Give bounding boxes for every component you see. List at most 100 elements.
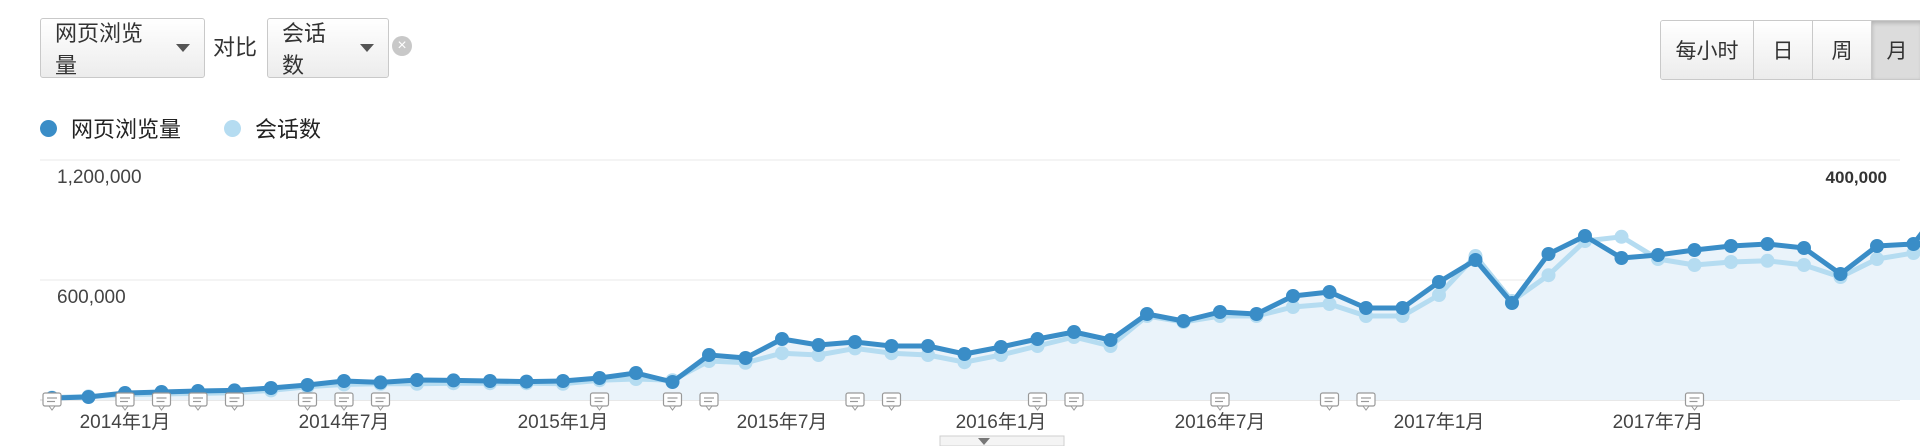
x-axis-tick-label: 2016年1月 [956,411,1047,433]
granularity-week-button[interactable]: 周 [1813,21,1872,79]
pageviews-point[interactable] [1322,285,1337,299]
pageviews-point[interactable] [1760,237,1775,251]
pageviews-point[interactable] [629,366,643,380]
annotation-icon[interactable] [845,392,865,411]
pageviews-point[interactable] [373,375,388,390]
compare-select[interactable]: 会话数 [267,18,389,78]
pageviews-point[interactable] [483,374,497,388]
pageviews-point[interactable] [1176,314,1191,328]
granularity-month-button[interactable]: 月 [1872,21,1920,79]
sessions-point[interactable] [1286,300,1300,314]
annotation-icon[interactable] [1027,392,1048,411]
annotation-icon[interactable] [699,392,719,411]
pageviews-point[interactable] [1359,301,1373,315]
annotation-icon[interactable] [370,392,391,411]
legend-label: 会话数 [255,117,322,142]
annotation-icon[interactable] [1319,392,1340,411]
sessions-point[interactable] [811,348,826,362]
pageviews-point[interactable] [1432,275,1446,289]
pageviews-point[interactable] [519,374,534,389]
annotation-icon[interactable] [151,392,172,411]
pageviews-point[interactable] [1870,239,1884,253]
annotation-icon[interactable] [1684,392,1705,411]
pageviews-point[interactable] [1103,333,1118,347]
pageviews-point[interactable] [1724,239,1738,253]
annotation-icon[interactable] [42,392,62,411]
granularity-day-button[interactable]: 日 [1754,21,1813,79]
sessions-point[interactable] [775,346,789,361]
sessions-point[interactable] [1614,229,1629,244]
annotation-icon[interactable] [334,392,354,411]
x-axis-tick-label: 2017年1月 [1394,411,1485,433]
annotation-icon[interactable] [297,392,318,411]
sessions-point[interactable] [1322,297,1337,311]
sessions-point[interactable] [1724,255,1738,269]
pageviews-point[interactable] [884,339,899,353]
annotation-icon[interactable] [1210,392,1230,411]
sessions-point[interactable] [1541,268,1556,283]
pageviews-point[interactable] [1067,325,1081,339]
pageviews-point[interactable] [1395,301,1410,315]
scroll-handle[interactable] [939,435,1065,446]
pageviews-point[interactable] [775,332,789,346]
legend-dot [40,119,57,137]
annotation-icon[interactable] [115,392,135,411]
pageviews-point[interactable] [264,381,278,395]
pageviews-point[interactable] [957,347,972,361]
pageviews-point[interactable] [300,378,315,392]
pageviews-point[interactable] [921,339,935,353]
sessions-point[interactable] [1687,258,1702,272]
legend-item-pageviews[interactable]: 网页浏览量 [40,112,181,144]
pageviews-point[interactable] [1030,332,1045,346]
legend-dot [224,119,241,137]
pageviews-point[interactable] [592,371,607,385]
pageviews-point[interactable] [994,340,1008,354]
pageviews-point[interactable] [665,375,680,389]
pageviews-point[interactable] [1614,251,1629,265]
pageviews-point[interactable] [1541,247,1556,261]
close-circle-icon[interactable]: × [392,36,412,56]
pageviews-point[interactable] [1286,289,1300,303]
annotation-icon[interactable] [881,392,902,411]
sessions-point[interactable] [1432,288,1446,302]
x-axis-tick-label: 2014年7月 [299,411,390,433]
pageviews-point[interactable] [1833,267,1848,281]
annotation-icon[interactable] [589,392,610,411]
pageviews-point[interactable] [1468,253,1483,267]
pageviews-point[interactable] [1505,296,1519,310]
pageviews-point[interactable] [556,374,570,388]
pageviews-point[interactable] [410,373,424,387]
metric-select[interactable]: 网页浏览量 [40,18,205,78]
legend-item-sessions[interactable]: 会话数 [224,112,321,144]
annotation-icon[interactable] [1356,392,1376,411]
granularity-hourly-button[interactable]: 每小时 [1661,21,1754,79]
chart-scroll-handle[interactable] [939,435,1065,446]
x-axis-tick-label: 2015年1月 [518,411,609,433]
pageviews-point[interactable] [1249,307,1264,321]
pageviews-point[interactable] [337,374,351,388]
pageviews-point[interactable] [446,373,461,388]
pageviews-point[interactable] [1651,248,1665,262]
pageviews-point[interactable] [1213,305,1227,319]
pageviews-point[interactable] [1906,237,1920,251]
annotation-icon[interactable] [188,392,208,411]
pageviews-point[interactable] [1578,229,1592,243]
pageviews-point[interactable] [702,348,716,362]
pageviews-point[interactable] [811,338,826,352]
pageviews-point[interactable] [1140,307,1154,321]
legend-label: 网页浏览量 [71,117,182,142]
sessions-point[interactable] [1797,258,1811,272]
pageviews-point[interactable] [1687,243,1702,257]
sessions-point[interactable] [1760,253,1775,268]
metric-select-value: 网页浏览量 [55,21,144,78]
annotation-icon[interactable] [224,392,245,411]
sessions-point[interactable] [1870,252,1884,266]
pageviews-point[interactable] [738,351,753,365]
pageviews-point[interactable] [1797,241,1811,255]
pageviews-point[interactable] [81,390,96,404]
annotation-icon[interactable] [1064,392,1084,411]
pageviews-point[interactable] [848,335,862,349]
left-axis-tick-label: 600,000 [57,287,126,308]
annotation-icon[interactable] [662,392,683,411]
